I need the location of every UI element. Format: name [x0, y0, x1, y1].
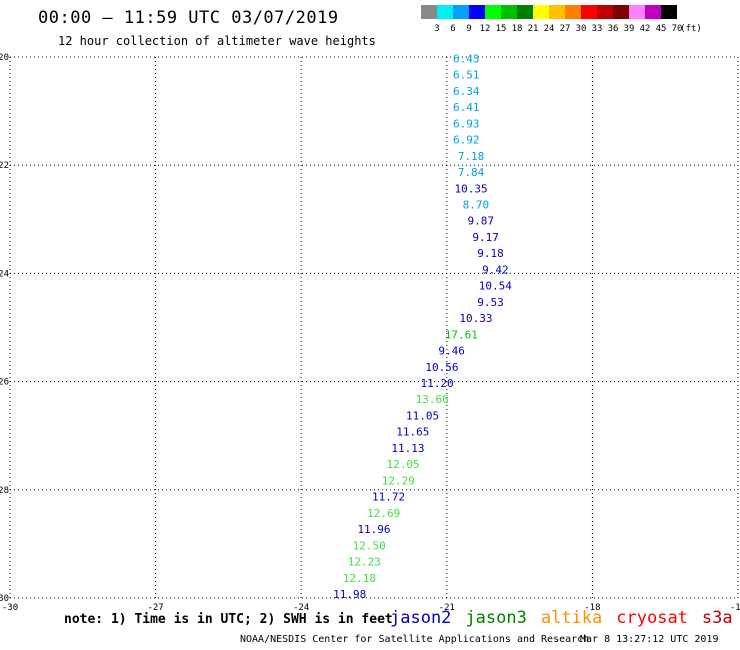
colorbar-swatch: [565, 5, 581, 19]
colorbar-label: 30: [575, 24, 587, 34]
wave-height-value: 11.98: [333, 588, 366, 601]
colorbar-swatch: [645, 5, 661, 19]
wave-height-value: 17.61: [445, 328, 478, 341]
colorbar-swatch: [613, 5, 629, 19]
map-subtitle: 12 hour collection of altimeter wave hei…: [58, 34, 376, 48]
wave-height-value: 6.92: [453, 134, 480, 147]
wave-height-value: 11.65: [396, 426, 429, 439]
colorbar-label: 36: [607, 24, 619, 34]
colorbar-label: 6: [450, 24, 456, 34]
satellite-legend: jason2 jason3 altika cryosat s3a: [390, 608, 740, 628]
satellite-legend-item: jason3: [465, 608, 527, 628]
colorbar-label: 70: [671, 24, 683, 34]
wave-height-value: 6.41: [453, 101, 480, 114]
lon-tick-label: -21: [439, 603, 455, 613]
wave-height-value: 9.46: [438, 345, 465, 358]
colorbar-label: 24: [543, 24, 555, 34]
colorbar-unit: (ft): [680, 24, 702, 34]
wave-height-value: 8.70: [463, 198, 490, 211]
wave-height-value: 11.72: [372, 491, 405, 504]
lat-tick-label: -22: [0, 161, 9, 171]
wave-height-value: 11.20: [421, 377, 454, 390]
wave-height-value: 6.34: [453, 85, 480, 98]
colorbar-label: 3: [434, 24, 440, 34]
colorbar-swatch: [597, 5, 613, 19]
wave-height-value: 9.18: [477, 247, 504, 260]
lat-tick-label: -24: [0, 269, 9, 279]
colorbar-label: 12: [479, 24, 491, 34]
colorbar-label: 18: [511, 24, 523, 34]
satellite-legend-item: jason2: [390, 608, 452, 628]
footer-note: note: 1) Time is in UTC; 2) SWH is in fe…: [64, 612, 393, 627]
colorbar-swatch: [501, 5, 517, 19]
lat-tick-label: -20: [0, 53, 9, 63]
colorbar-swatch: [533, 5, 549, 19]
lat-tick-label: -28: [0, 486, 9, 496]
wave-height-value: 10.56: [425, 361, 458, 374]
colorbar-label: 42: [639, 24, 651, 34]
wave-height-value: 12.23: [348, 556, 381, 569]
wave-height-value: 7.84: [458, 166, 485, 179]
colorbar-label: 9: [466, 24, 472, 34]
colorbar-label: 27: [559, 24, 571, 34]
wave-height-value: 6.93: [453, 117, 480, 130]
colorbar-swatch: [437, 5, 453, 19]
wave-height-value: 10.35: [455, 182, 488, 195]
wave-height-value: 9.17: [472, 231, 499, 244]
satellite-legend-item: cryosat: [616, 608, 688, 628]
lon-tick-label: -15: [730, 603, 740, 613]
wave-height-value: 10.54: [479, 280, 512, 293]
colorbar-swatch: [549, 5, 565, 19]
satellite-legend-item: s3a: [701, 608, 733, 628]
colorbar-label: 45: [655, 24, 667, 34]
satellite-legend-item: altika: [540, 608, 603, 628]
wave-height-value: 9.53: [477, 296, 504, 309]
colorbar-swatch: [453, 5, 469, 19]
lon-tick-label: -30: [2, 603, 18, 613]
colorbar-swatch: [517, 5, 533, 19]
wave-height-value: 12.18: [343, 572, 376, 585]
lat-tick-label: -26: [0, 378, 9, 388]
wave-height-value: 9.42: [482, 263, 509, 276]
colorbar-label: 21: [527, 24, 539, 34]
generated-timestamp: Mar 8 13:27:12 UTC 2019: [580, 634, 719, 645]
colorbar-swatch: [421, 5, 437, 19]
colorbar-swatch: [629, 5, 645, 19]
lon-tick-label: -27: [147, 603, 163, 613]
lon-tick-label: -18: [584, 603, 600, 613]
colorbar-label: 33: [591, 24, 603, 34]
wave-height-value: 6.51: [453, 69, 480, 82]
wave-height-value: 12.69: [367, 507, 400, 520]
wave-height-value: 7.18: [458, 150, 485, 163]
colorbar-swatch: [485, 5, 501, 19]
wave-height-value: 12.29: [382, 474, 415, 487]
wave-height-value: 11.05: [406, 409, 439, 422]
wave-height-value: 6.43: [453, 52, 480, 65]
colorbar-label: 15: [495, 24, 507, 34]
wave-height-value: 11.13: [391, 442, 424, 455]
wave-height-value: 12.50: [353, 539, 386, 552]
wave-height-value: 10.33: [459, 312, 492, 325]
lon-tick-label: -24: [293, 603, 309, 613]
wave-height-value: 13.66: [416, 393, 449, 406]
wave-height-value: 12.05: [387, 458, 420, 471]
map-title: 00:00 – 11:59 UTC 03/07/2019: [38, 8, 339, 28]
lat-tick-label: -30: [0, 594, 9, 604]
wave-height-value: 9.87: [468, 215, 495, 228]
wave-height-value: 11.96: [357, 523, 390, 536]
colorbar-swatch: [469, 5, 485, 19]
credit-line: NOAA/NESDIS Center for Satellite Applica…: [240, 634, 590, 645]
colorbar-swatch: [661, 5, 677, 19]
colorbar-swatch: [581, 5, 597, 19]
colorbar-label: 39: [623, 24, 635, 34]
